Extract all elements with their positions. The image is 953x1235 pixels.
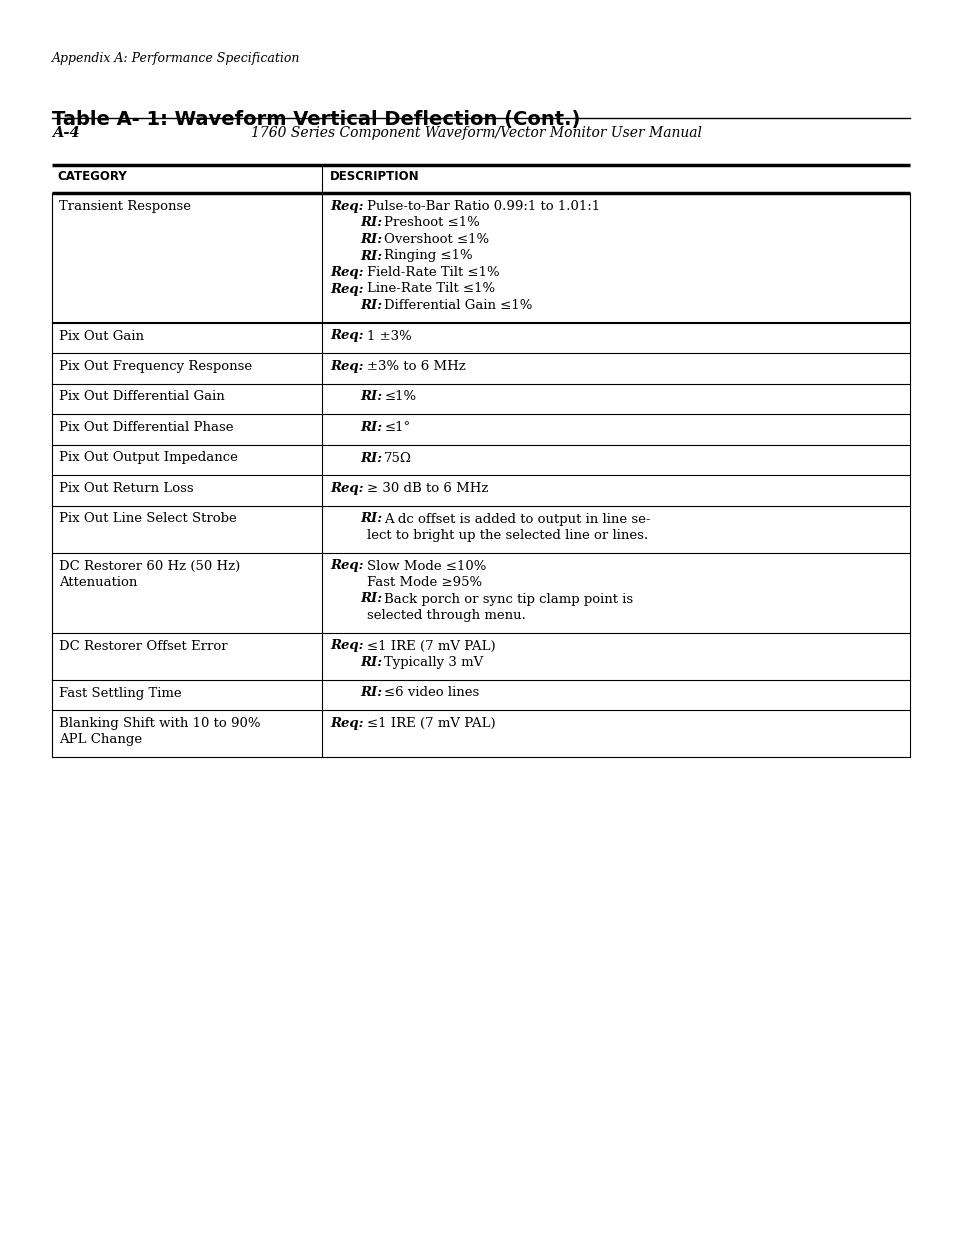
Text: Pix Out Gain: Pix Out Gain <box>59 330 144 342</box>
Text: 1 ±3%: 1 ±3% <box>367 330 412 342</box>
Text: Fast Settling Time: Fast Settling Time <box>59 687 181 699</box>
Text: Transient Response: Transient Response <box>59 200 191 212</box>
Text: Back porch or sync tip clamp point is: Back porch or sync tip clamp point is <box>384 593 633 605</box>
Text: Req:: Req: <box>330 359 363 373</box>
Text: Pix Out Differential Phase: Pix Out Differential Phase <box>59 421 233 433</box>
Text: RI:: RI: <box>360 513 382 526</box>
Text: 75Ω: 75Ω <box>384 452 412 464</box>
Text: lect to bright up the selected line or lines.: lect to bright up the selected line or l… <box>367 529 648 542</box>
Text: A-4: A-4 <box>52 126 79 140</box>
Text: ≥ 30 dB to 6 MHz: ≥ 30 dB to 6 MHz <box>367 482 488 495</box>
Text: ≤1 IRE (7 mV PAL): ≤1 IRE (7 mV PAL) <box>367 640 496 652</box>
Text: Slow Mode ≤10%: Slow Mode ≤10% <box>367 559 486 573</box>
Text: Pix Out Output Impedance: Pix Out Output Impedance <box>59 452 237 464</box>
Text: ≤6 video lines: ≤6 video lines <box>384 687 479 699</box>
Text: Fast Mode ≥95%: Fast Mode ≥95% <box>367 576 482 589</box>
Text: selected through menu.: selected through menu. <box>367 609 526 622</box>
Text: Pix Out Frequency Response: Pix Out Frequency Response <box>59 359 252 373</box>
Text: Pix Out Differential Gain: Pix Out Differential Gain <box>59 390 225 404</box>
Text: Req:: Req: <box>330 200 363 212</box>
Text: Typically 3 mV: Typically 3 mV <box>384 656 483 669</box>
Text: Attenuation: Attenuation <box>59 576 137 589</box>
Text: Req:: Req: <box>330 718 363 730</box>
Text: Appendix A: Performance Specification: Appendix A: Performance Specification <box>52 52 300 65</box>
Text: Req:: Req: <box>330 283 363 295</box>
Text: DC Restorer Offset Error: DC Restorer Offset Error <box>59 640 228 652</box>
Text: APL Change: APL Change <box>59 734 142 746</box>
Text: Req:: Req: <box>330 330 363 342</box>
Text: Req:: Req: <box>330 559 363 573</box>
Text: ±3% to 6 MHz: ±3% to 6 MHz <box>367 359 465 373</box>
Text: Req:: Req: <box>330 640 363 652</box>
Text: RI:: RI: <box>360 216 382 230</box>
Text: RI:: RI: <box>360 656 382 669</box>
Text: Table A- 1: Waveform Vertical Deflection (Cont.): Table A- 1: Waveform Vertical Deflection… <box>52 110 579 128</box>
Text: Differential Gain ≤1%: Differential Gain ≤1% <box>384 299 532 312</box>
Text: ≤1 IRE (7 mV PAL): ≤1 IRE (7 mV PAL) <box>367 718 496 730</box>
Text: Line-Rate Tilt ≤1%: Line-Rate Tilt ≤1% <box>367 283 495 295</box>
Text: Blanking Shift with 10 to 90%: Blanking Shift with 10 to 90% <box>59 718 260 730</box>
Text: Overshoot ≤1%: Overshoot ≤1% <box>384 233 489 246</box>
Text: DC Restorer 60 Hz (50 Hz): DC Restorer 60 Hz (50 Hz) <box>59 559 240 573</box>
Text: Pix Out Return Loss: Pix Out Return Loss <box>59 482 193 495</box>
Text: Pulse-to-Bar Ratio 0.99:1 to 1.01:1: Pulse-to-Bar Ratio 0.99:1 to 1.01:1 <box>367 200 599 212</box>
Text: ≤1%: ≤1% <box>384 390 416 404</box>
Text: ≤1°: ≤1° <box>384 421 410 433</box>
Text: Preshoot ≤1%: Preshoot ≤1% <box>384 216 479 230</box>
Text: RI:: RI: <box>360 299 382 312</box>
Text: Ringing ≤1%: Ringing ≤1% <box>384 249 473 263</box>
Text: Req:: Req: <box>330 482 363 495</box>
Text: RI:: RI: <box>360 233 382 246</box>
Text: CATEGORY: CATEGORY <box>57 170 127 183</box>
Text: RI:: RI: <box>360 687 382 699</box>
Text: RI:: RI: <box>360 249 382 263</box>
Text: DESCRIPTION: DESCRIPTION <box>330 170 419 183</box>
Text: RI:: RI: <box>360 452 382 464</box>
Text: 1760 Series Component Waveform/Vector Monitor User Manual: 1760 Series Component Waveform/Vector Mo… <box>252 126 701 140</box>
Text: RI:: RI: <box>360 593 382 605</box>
Text: A dc offset is added to output in line se-: A dc offset is added to output in line s… <box>384 513 650 526</box>
Text: Req:: Req: <box>330 266 363 279</box>
Text: RI:: RI: <box>360 390 382 404</box>
Text: RI:: RI: <box>360 421 382 433</box>
Text: Field-Rate Tilt ≤1%: Field-Rate Tilt ≤1% <box>367 266 499 279</box>
Text: Pix Out Line Select Strobe: Pix Out Line Select Strobe <box>59 513 236 526</box>
